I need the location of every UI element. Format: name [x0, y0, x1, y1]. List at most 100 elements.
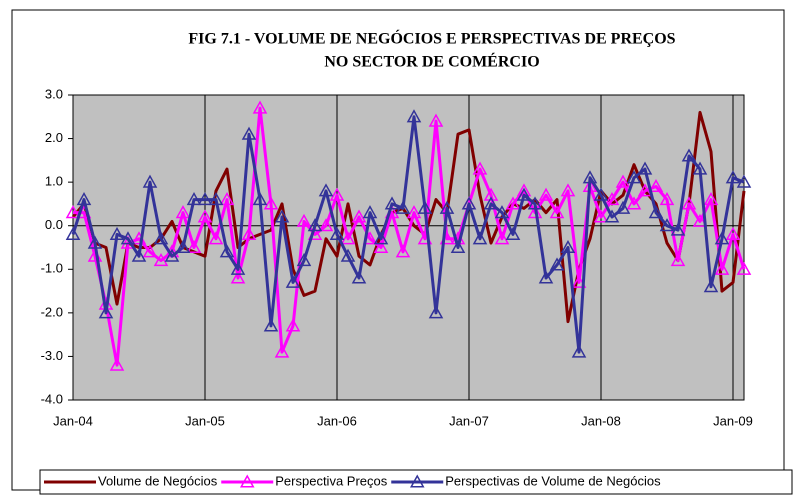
data-marker [604, 209, 620, 223]
y-tick-label: 0.0 [45, 217, 63, 232]
data-marker [109, 357, 125, 371]
data-marker [527, 196, 543, 210]
data-marker [494, 205, 510, 219]
data-marker [186, 239, 202, 254]
data-marker [637, 183, 653, 197]
data-marker [670, 222, 686, 236]
data-marker [362, 205, 378, 219]
data-marker [681, 196, 697, 210]
data-marker [659, 218, 675, 232]
legend-label: Perspectiva Preços [275, 473, 387, 488]
data-marker [593, 209, 609, 223]
data-marker [329, 226, 345, 240]
data-marker [76, 192, 92, 206]
data-marker [549, 205, 565, 219]
data-marker [648, 205, 664, 219]
data-marker [285, 274, 301, 288]
data-marker [340, 248, 356, 262]
data-marker [175, 205, 191, 219]
data-marker [593, 187, 609, 201]
data-marker [384, 196, 400, 210]
data-marker [197, 192, 213, 206]
y-tick-label: -2.0 [41, 304, 63, 319]
data-marker [153, 231, 169, 245]
data-marker [417, 200, 433, 214]
data-marker [142, 174, 158, 188]
data-marker [681, 148, 697, 162]
legend-marker [239, 474, 255, 488]
data-marker [153, 253, 169, 267]
data-marker [659, 192, 675, 206]
data-marker [175, 239, 191, 254]
data-marker [736, 174, 752, 188]
data-marker [406, 205, 422, 219]
data-marker [637, 161, 653, 175]
data-marker [351, 270, 367, 284]
data-marker [120, 231, 136, 245]
data-marker [263, 196, 279, 210]
data-marker [692, 213, 708, 227]
data-marker [472, 161, 488, 175]
data-marker [395, 244, 411, 258]
data-marker [725, 226, 741, 240]
data-marker [483, 196, 499, 210]
data-marker [626, 170, 642, 184]
data-marker [538, 187, 554, 201]
data-marker [318, 218, 334, 232]
legend-label: Volume de Negócios [98, 473, 218, 488]
y-tick-label: 3.0 [45, 86, 63, 101]
data-marker [538, 270, 554, 284]
data-marker [252, 100, 268, 114]
data-marker [87, 235, 103, 249]
data-marker [340, 231, 356, 245]
data-marker [736, 261, 752, 275]
x-tick-label: Jan-07 [449, 413, 489, 428]
data-marker [65, 205, 81, 219]
data-marker [505, 226, 521, 240]
data-marker [197, 209, 213, 223]
data-marker [527, 205, 543, 219]
data-marker [296, 213, 312, 227]
data-marker [208, 231, 224, 245]
y-tick-label: -3.0 [41, 348, 63, 363]
data-marker [241, 226, 257, 240]
data-marker [296, 253, 312, 267]
data-marker [373, 239, 389, 254]
data-marker [241, 126, 257, 140]
data-marker [318, 183, 334, 197]
data-marker [703, 192, 719, 206]
data-marker [439, 200, 455, 214]
data-marker [406, 109, 422, 123]
data-marker [252, 192, 268, 206]
chart-title: FIG 7.1 - VOLUME DE NEGÓCIOS E PERSPECTI… [188, 29, 675, 48]
x-tick-label: Jan-09 [713, 413, 753, 428]
x-tick-label: Jan-05 [185, 413, 225, 428]
data-marker [560, 183, 576, 197]
y-tick-label: 1.0 [45, 174, 63, 189]
data-marker [329, 187, 345, 201]
data-marker [428, 113, 444, 127]
data-marker [648, 178, 664, 193]
data-marker [274, 344, 290, 358]
data-marker [142, 244, 158, 258]
data-marker [164, 248, 180, 262]
data-marker [219, 244, 235, 258]
data-marker [670, 253, 686, 267]
data-marker [472, 231, 488, 245]
data-marker [131, 248, 147, 262]
data-marker [230, 261, 246, 275]
data-marker [65, 226, 81, 240]
data-marker [395, 200, 411, 214]
y-tick-label: -1.0 [41, 261, 63, 276]
data-marker [274, 209, 290, 223]
data-marker [186, 192, 202, 206]
data-marker [549, 257, 565, 271]
data-marker [714, 231, 730, 245]
legend-marker [409, 474, 425, 488]
data-marker [450, 239, 466, 254]
data-marker [351, 209, 367, 223]
data-marker [505, 196, 521, 210]
data-marker [516, 187, 532, 201]
x-tick-label: Jan-04 [53, 413, 93, 428]
